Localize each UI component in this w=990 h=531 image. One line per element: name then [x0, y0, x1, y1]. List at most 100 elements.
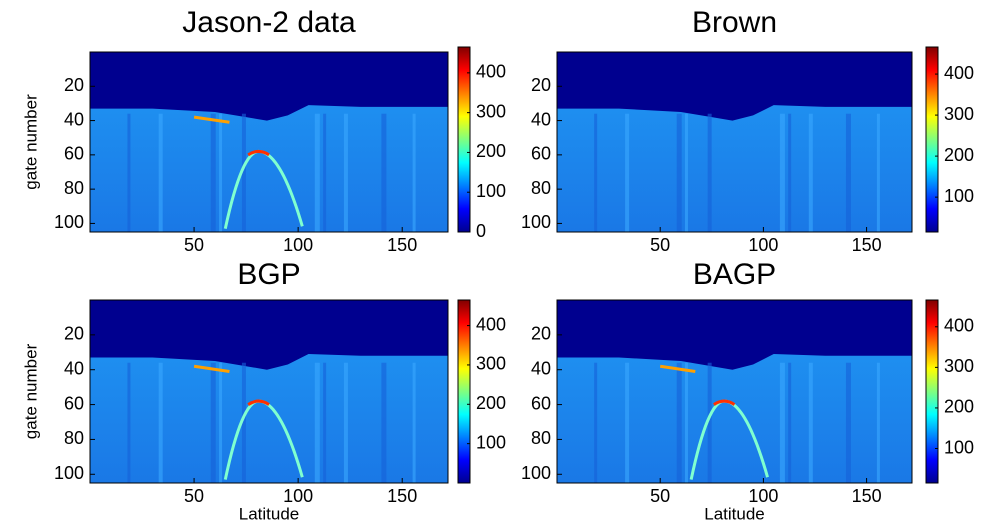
heatmap-stripe [707, 113, 712, 232]
heatmap-image [90, 300, 448, 483]
x-tick-label: 50 [650, 486, 670, 506]
panel-title: Jason-2 data [182, 6, 356, 39]
colorbar [925, 46, 939, 233]
heatmap-ridge [193, 115, 230, 124]
x-tick-label: 100 [748, 235, 778, 255]
panel-title: BAGP [693, 258, 776, 291]
heatmap-stripe [876, 362, 880, 483]
heatmap-stripe [779, 113, 785, 232]
colorbar-tick-label: 0 [476, 221, 486, 241]
heatmap-ridge [659, 364, 696, 373]
heatmap-stripe [845, 113, 851, 232]
heatmap-stripe [676, 113, 682, 232]
heatmap-fill [90, 105, 448, 232]
x-tick-label: 100 [283, 486, 313, 506]
colorbar-tick-label: 300 [476, 101, 506, 121]
plot-frame [89, 299, 449, 484]
colorbar-tick-label: 200 [944, 397, 974, 417]
y-tick-label: 80 [531, 428, 551, 448]
x-axis-label: Latitude [239, 504, 300, 523]
y-tick-label: 100 [54, 463, 84, 483]
colorbar-tick-label: 300 [944, 356, 974, 376]
y-tick-label: 60 [531, 144, 551, 164]
heatmap-fill [90, 354, 448, 483]
heatmap-arc-peak [247, 149, 270, 157]
heatmap-stripe [594, 362, 598, 483]
y-tick-label: 20 [64, 75, 84, 95]
colorbar-tick-label: 300 [944, 104, 974, 124]
heatmap-stripe [594, 113, 598, 232]
y-tick-label: 80 [64, 428, 84, 448]
heatmap-stripe [412, 362, 416, 483]
heatmap-image [90, 52, 448, 232]
y-tick-label: 40 [531, 109, 551, 129]
panel-title: BGP [237, 258, 300, 291]
panel-title: Brown [692, 6, 777, 39]
colorbar [457, 46, 471, 233]
y-tick-label: 80 [64, 178, 84, 198]
heatmap-stripe [314, 362, 320, 483]
colorbar-tick-label: 400 [944, 63, 974, 83]
heatmap-stripe [219, 362, 223, 483]
heatmap-stripe [241, 113, 246, 232]
y-tick-label: 60 [531, 393, 551, 413]
heatmap-stripe [158, 113, 163, 232]
colorbar-tick-label: 400 [944, 316, 974, 336]
colorbar-tick-label: 100 [944, 186, 974, 206]
heatmap-stripe [876, 113, 880, 232]
heatmap-stripe [381, 362, 387, 483]
x-tick-label: 50 [184, 235, 204, 255]
heatmap-image [557, 300, 912, 483]
heatmap-arc-peak [247, 399, 270, 406]
heatmap-stripe [625, 362, 630, 483]
heatmap-stripe [127, 113, 131, 232]
heatmap-ridge [193, 364, 230, 373]
heatmap-stripe [343, 362, 348, 483]
plot-frame [556, 51, 913, 233]
y-tick-label: 40 [531, 358, 551, 378]
heatmap-arc-peak [713, 399, 736, 406]
heatmap-stripe [127, 362, 131, 483]
y-axis-label: gate number [21, 343, 40, 439]
heatmap-stripe [808, 113, 813, 232]
heatmap-stripe [314, 113, 320, 232]
heatmap-stripe [684, 113, 688, 232]
heatmap-stripe [788, 362, 792, 483]
colorbar [457, 299, 471, 484]
heatmap-stripe [684, 362, 688, 483]
heatmap-fill [557, 354, 912, 483]
y-tick-label: 60 [64, 144, 84, 164]
y-tick-label: 20 [64, 324, 84, 344]
plot-frame [556, 299, 913, 484]
heatmap-stripe [210, 362, 216, 483]
x-tick-label: 100 [283, 235, 313, 255]
heatmap-stripe [788, 113, 792, 232]
colorbar-tick-label: 200 [476, 393, 506, 413]
x-tick-label: 50 [650, 235, 670, 255]
colorbar-tick-label: 200 [944, 145, 974, 165]
heatmap-stripe [158, 362, 163, 483]
x-tick-label: 150 [852, 235, 882, 255]
heatmap-stripe [808, 362, 813, 483]
colorbar-tick-label: 400 [476, 314, 506, 334]
heatmap-image [557, 52, 912, 232]
x-tick-label: 150 [852, 486, 882, 506]
heatmap-fill [557, 105, 912, 232]
y-tick-label: 20 [531, 324, 551, 344]
plot-frame [89, 51, 449, 233]
y-tick-label: 80 [531, 178, 551, 198]
colorbar-tick-label: 100 [476, 181, 506, 201]
heatmap-stripe [412, 113, 416, 232]
heatmap-stripe [381, 113, 387, 232]
colorbar-tick-label: 100 [476, 432, 506, 452]
x-axis-label: Latitude [704, 504, 765, 523]
y-tick-label: 20 [531, 75, 551, 95]
colorbar-tick-label: 200 [476, 141, 506, 161]
colorbar-tick-label: 100 [944, 437, 974, 457]
y-tick-label: 100 [521, 463, 551, 483]
colorbar-tick-label: 400 [476, 62, 506, 82]
y-tick-label: 40 [64, 109, 84, 129]
x-tick-label: 150 [387, 235, 417, 255]
heatmap-stripe [210, 113, 216, 232]
